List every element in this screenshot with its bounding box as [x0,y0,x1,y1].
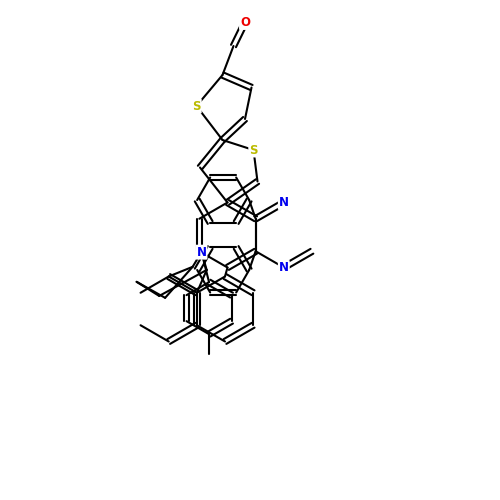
Text: N: N [196,246,206,258]
Text: N: N [279,261,289,274]
Text: S: S [249,144,258,156]
Text: O: O [240,16,250,29]
Text: S: S [192,100,201,112]
Text: N: N [279,196,289,209]
